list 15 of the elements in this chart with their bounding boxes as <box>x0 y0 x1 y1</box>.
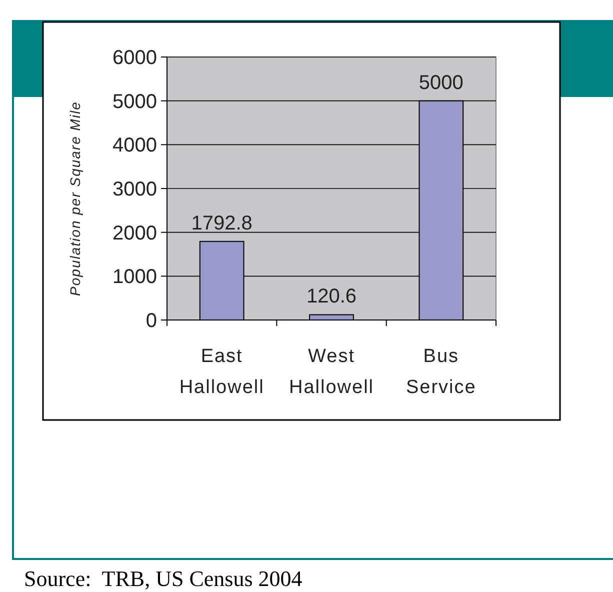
data-label: 1792.8 <box>191 212 252 234</box>
y-tick-label: 1000 <box>112 266 157 288</box>
y-tick-label: 3000 <box>112 178 157 200</box>
x-tick-label: Bus Service <box>406 346 476 398</box>
data-label: 120.6 <box>306 286 357 308</box>
y-tick-label: 2000 <box>112 222 157 244</box>
y-tick-label: 0 <box>146 310 157 332</box>
y-axis-title: Population per Square Mile <box>67 101 83 296</box>
source-note: Source: TRB, US Census 2004 <box>24 566 302 591</box>
y-tick-label: 5000 <box>112 90 157 113</box>
y-tick-label: 4000 <box>112 134 157 157</box>
y-tick-label: 6000 <box>112 47 157 69</box>
x-tick-label: West Hallowell <box>288 346 374 398</box>
data-label: 5000 <box>418 72 464 94</box>
x-tick-label: East Hallowell <box>179 346 264 398</box>
